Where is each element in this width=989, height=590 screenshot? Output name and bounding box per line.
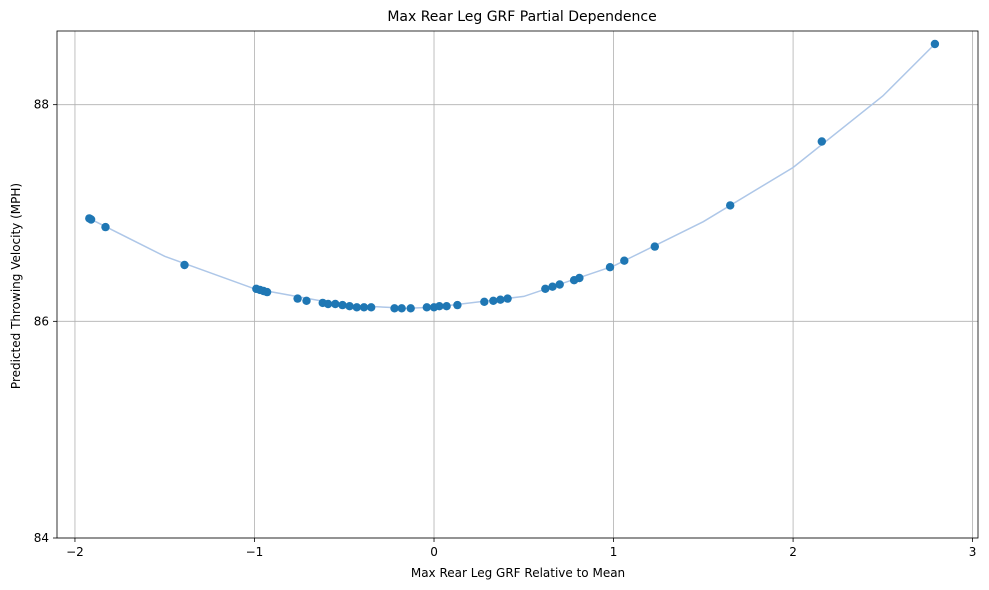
x-tick-label: 2 <box>789 545 797 559</box>
x-axis-label: Max Rear Leg GRF Relative to Mean <box>411 566 625 580</box>
data-point <box>406 304 415 313</box>
data-point <box>101 222 110 232</box>
data-point <box>930 39 940 49</box>
data-point <box>422 303 431 312</box>
data-point <box>302 296 311 305</box>
data-point <box>331 299 340 309</box>
y-tick-label: 88 <box>34 98 49 112</box>
data-point <box>548 282 557 291</box>
data-point <box>489 296 498 305</box>
x-tick-label: 0 <box>430 545 438 559</box>
data-point <box>453 300 462 310</box>
data-point <box>86 215 96 224</box>
data-point <box>359 303 369 312</box>
fit-curve-layer <box>88 43 936 310</box>
data-point <box>442 302 451 311</box>
data-point <box>367 303 376 312</box>
x-tick-label: 3 <box>969 545 977 559</box>
x-tick-label: −1 <box>246 545 264 559</box>
data-point <box>817 137 826 146</box>
data-point <box>575 273 584 283</box>
x-axis-ticks: −2 −1 0 1 2 3 <box>66 538 976 559</box>
y-axis-ticks: 84 86 88 <box>34 98 57 545</box>
x-tick-label: 1 <box>610 545 618 559</box>
data-point <box>605 263 615 272</box>
data-point <box>180 260 189 270</box>
y-tick-label: 86 <box>34 314 49 328</box>
data-point <box>620 256 629 265</box>
grid <box>57 31 978 539</box>
y-axis-label: Predicted Throwing Velocity (MPH) <box>9 183 23 389</box>
data-point <box>397 304 406 313</box>
data-point <box>496 295 505 304</box>
data-point <box>352 303 361 312</box>
data-point <box>503 294 512 303</box>
data-point <box>338 300 347 310</box>
y-tick-label: 84 <box>34 531 49 545</box>
data-point <box>435 302 444 311</box>
x-tick-label: −2 <box>66 545 84 559</box>
data-point <box>345 302 354 311</box>
data-point <box>262 287 272 297</box>
chart-title: Max Rear Leg GRF Partial Dependence <box>387 9 656 25</box>
plot-frame <box>56 30 979 539</box>
data-point <box>555 280 564 289</box>
data-point <box>323 299 333 309</box>
data-point <box>293 294 302 303</box>
data-point <box>650 242 659 251</box>
data-point <box>726 201 735 210</box>
data-point <box>541 284 550 293</box>
points-layer <box>85 39 940 313</box>
data-point <box>480 297 489 306</box>
data-point <box>390 304 399 313</box>
fit-curve <box>88 43 936 310</box>
